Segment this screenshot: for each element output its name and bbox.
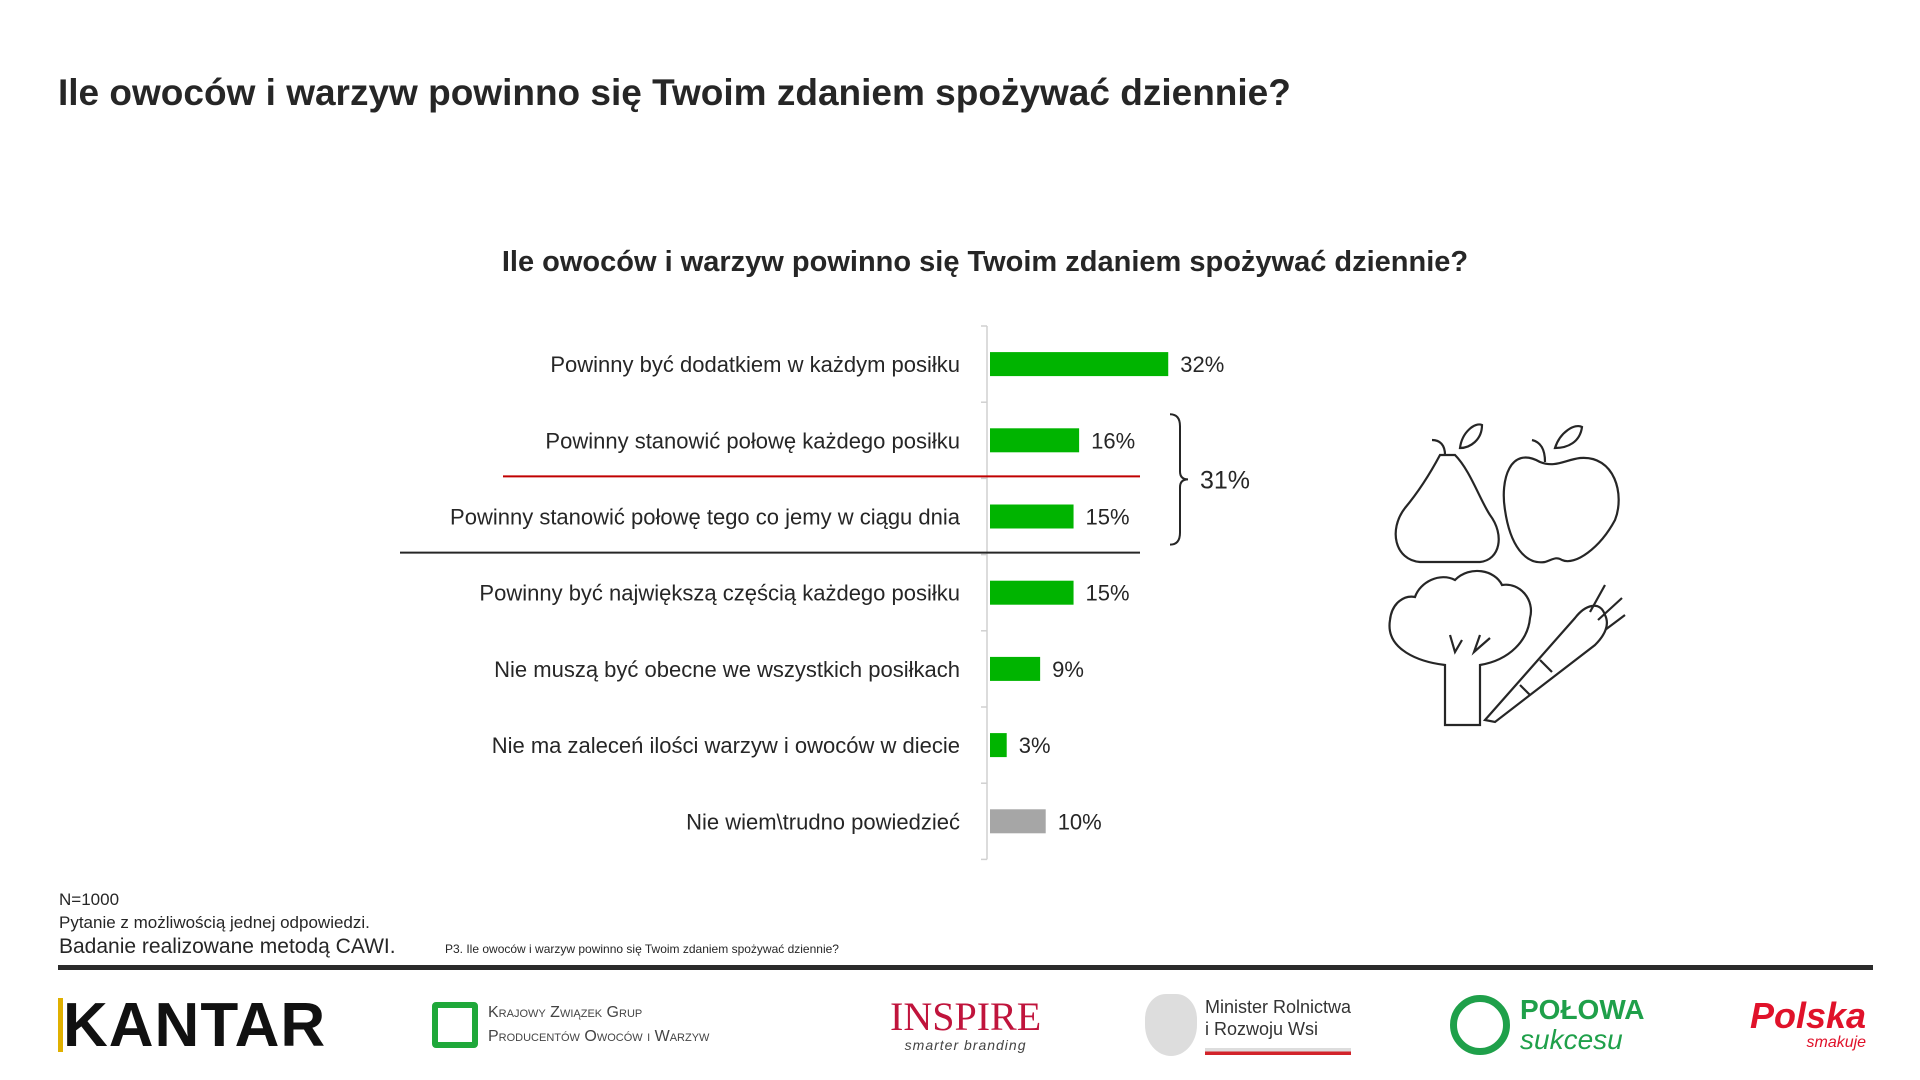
category-label: Nie muszą być obecne we wszystkich posił… (494, 657, 960, 682)
bar (990, 656, 1041, 681)
kzgp-logo: Krajowy Związek Grup Producentów Owoców i… (432, 990, 709, 1060)
ministry-logo: Minister Rolnictwa i Rozwoju Wsi (1145, 990, 1352, 1060)
bar (990, 352, 1169, 377)
bar-chart: Powinny być dodatkiem w każdym posiłku 32… (400, 325, 1626, 861)
value-label: 9% (1052, 657, 1084, 682)
bar (990, 428, 1080, 453)
category-label: Nie ma zaleceń ilości warzyw i owoców w … (492, 733, 960, 758)
group-total-label: 31% (1200, 466, 1250, 494)
category-label: Powinny stanowić połowę każdego posiłku (545, 428, 960, 453)
value-label: 10% (1058, 809, 1102, 834)
group-brace (1169, 413, 1189, 546)
value-label: 3% (1019, 733, 1051, 758)
inspire-logo: INSPIRE smarter branding (890, 994, 1042, 1054)
question-type: Pytanie z możliwością jednej odpowiedzi. (59, 913, 370, 932)
method-note: Badanie realizowane metodą CAWI. (59, 935, 396, 958)
bar (990, 809, 1046, 834)
question-reference: P3. Ile owoców i warzyw powinno się Twoi… (445, 942, 839, 956)
bar (990, 580, 1074, 605)
pear-icon (1394, 423, 1500, 564)
category-label: Powinny być największą częścią każdego p… (479, 581, 960, 606)
category-label: Powinny stanowić połowę tego co jemy w c… (450, 505, 961, 530)
broccoli-icon (1388, 569, 1533, 727)
plate-emblem-icon (1450, 995, 1510, 1055)
value-label: 32% (1180, 352, 1224, 377)
bar (990, 504, 1074, 529)
sample-size: N=1000 (59, 890, 120, 909)
value-label: 15% (1086, 581, 1130, 606)
kantar-logo: KANTAR (58, 990, 326, 1060)
category-label: Powinny być dodatkiem w każdym posiłku (550, 352, 960, 377)
category-label: Nie wiem\trudno powiedzieć (686, 809, 960, 834)
bar (990, 733, 1007, 758)
polowa-sukcesu-logo: POŁOWA sukcesu (1450, 990, 1644, 1060)
page-title: Ile owoców i warzyw powinno się Twoim zd… (58, 72, 1291, 113)
value-label: 16% (1091, 428, 1135, 453)
chart-title: Ile owoców i warzyw powinno się Twoim zd… (501, 246, 1469, 278)
illustration (1388, 423, 1626, 727)
kzgp-emblem-icon (432, 1002, 478, 1048)
value-label: 15% (1086, 505, 1130, 530)
eagle-emblem-icon (1145, 994, 1197, 1056)
carrot-icon (1482, 584, 1626, 724)
footer-divider (58, 965, 1873, 970)
polska-smakuje-logo: Polska smakuje (1750, 995, 1867, 1052)
apple-icon (1502, 425, 1620, 564)
